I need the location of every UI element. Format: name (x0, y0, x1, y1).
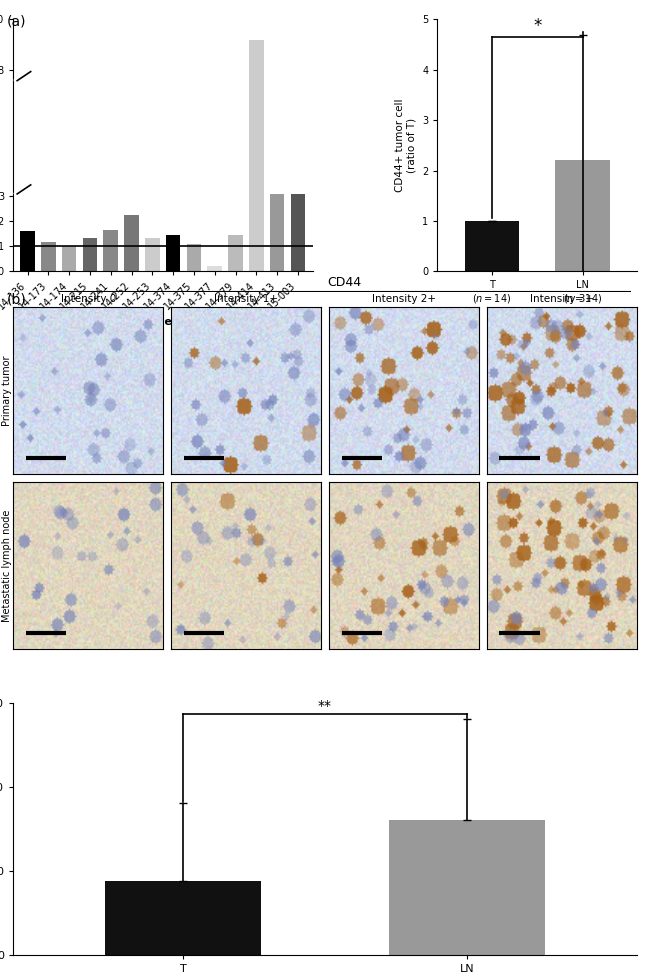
Bar (291, 195, 306, 271)
Bar (83, 238, 98, 271)
X-axis label: Patient: Patient (140, 318, 185, 327)
Bar (187, 244, 202, 271)
Bar (124, 215, 139, 271)
Y-axis label: Primary tumor: Primary tumor (3, 356, 12, 426)
Text: *: * (533, 18, 541, 35)
Bar (145, 239, 160, 271)
Text: CD44: CD44 (328, 277, 361, 289)
Y-axis label: CD44+ tumor cell
(ratio of T): CD44+ tumor cell (ratio of T) (395, 98, 417, 192)
Text: **: ** (318, 698, 332, 713)
Title: Intensity 3+: Intensity 3+ (530, 293, 594, 304)
Bar (249, 40, 264, 271)
Bar (207, 266, 222, 271)
Bar (228, 236, 243, 271)
Title: Intensity 1+: Intensity 1+ (214, 293, 278, 304)
Bar (389, 820, 545, 955)
Bar (62, 246, 77, 271)
Bar (270, 195, 285, 271)
Bar (41, 243, 56, 271)
Bar (555, 161, 610, 271)
Title: Intensity 0: Intensity 0 (60, 293, 116, 304)
Text: (b): (b) (6, 292, 26, 306)
Bar (166, 236, 181, 271)
Text: (a): (a) (6, 15, 26, 28)
Bar (20, 232, 35, 271)
Bar (103, 230, 118, 271)
Bar (105, 880, 261, 955)
Title: Intensity 2+: Intensity 2+ (372, 293, 436, 304)
Bar (465, 221, 519, 271)
Y-axis label: Metastatic lymph node: Metastatic lymph node (3, 509, 12, 622)
